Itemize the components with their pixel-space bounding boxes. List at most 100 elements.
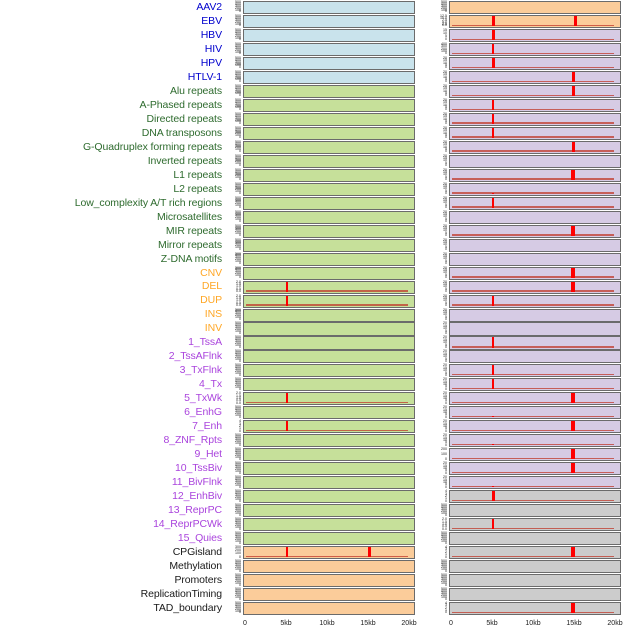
- yaxis-tick-label: 200: [235, 5, 241, 10]
- track-label: 11_BivFlnk: [171, 476, 222, 489]
- right-track-yaxis: 0.0 0.5 1.0 1.5 2.0: [430, 518, 447, 531]
- yaxis-tick-label: 1.0: [236, 298, 241, 303]
- peak-stem: [572, 603, 575, 614]
- yaxis-tick-label: 400: [235, 533, 241, 538]
- yaxis-tick-label: 10: [443, 326, 447, 331]
- left-track-yaxis: 0 100 200 300 400 500: [224, 266, 241, 280]
- yaxis-tick-label: 400: [235, 337, 241, 342]
- peak-bar: [492, 444, 494, 446]
- yaxis-tick-label: 20: [443, 209, 447, 214]
- right-track-panel: [449, 14, 621, 29]
- yaxis-tick-label: 20: [443, 69, 447, 74]
- yaxis-tick-label: 10: [443, 242, 447, 247]
- yaxis-tick-label: 400: [235, 491, 241, 496]
- track-baseline: [452, 443, 614, 446]
- right-track-yaxis: 0 5 10 15 20: [430, 378, 447, 391]
- yaxis-tick-label: 15: [443, 281, 447, 286]
- yaxis-tick-label: 100: [441, 538, 447, 543]
- yaxis-tick-label: 200: [235, 47, 241, 52]
- yaxis-tick-label: 100: [235, 315, 241, 320]
- yaxis-tick-label: 100: [235, 35, 241, 40]
- yaxis-tick-label: 500: [235, 587, 241, 592]
- yaxis-tick-label: 0: [239, 65, 241, 70]
- yaxis-tick-label: 400: [235, 435, 241, 440]
- yaxis-tick-label: 5: [445, 160, 447, 165]
- yaxis-tick-label: 0: [445, 498, 447, 503]
- yaxis-tick-label: 300: [235, 227, 241, 232]
- yaxis-tick-label: 5: [445, 286, 447, 291]
- yaxis-tick-label: 300: [235, 311, 241, 316]
- yaxis-tick-label: 300: [235, 45, 241, 50]
- yaxis-tick-label: 400: [441, 41, 447, 46]
- track-label: Microsatellites: [156, 210, 222, 223]
- right-track-panel: [449, 280, 621, 294]
- yaxis-tick-label: 300: [235, 353, 241, 358]
- right-track-panel: [449, 434, 621, 448]
- right-track-yaxis: 0 5 10 15 20: [430, 182, 447, 196]
- track-baseline: [452, 94, 614, 96]
- track-label: 12_EnhBiv: [172, 490, 222, 503]
- yaxis-tick-label: 15: [443, 156, 447, 161]
- left-track-yaxis: 0 100 200 300 400 500: [224, 125, 241, 140]
- track-baseline: [452, 290, 614, 292]
- track-baseline: [452, 122, 614, 124]
- right-track-panel: [449, 154, 621, 168]
- yaxis-tick-label: 20: [443, 97, 447, 102]
- yaxis-tick-label: 2: [445, 549, 447, 554]
- left-track-panel: [243, 532, 415, 546]
- yaxis-tick-label: 0: [445, 219, 447, 224]
- yaxis-tick-label: 10: [443, 102, 447, 107]
- left-panel-xaxis: 0 5kb 10kb 15kb 20kb: [243, 618, 417, 630]
- right-track-yaxis: 0 5 10 15 20: [430, 476, 447, 489]
- yaxis-tick-label: 400: [235, 463, 241, 468]
- right-track-yaxis: 0 5 10 15 20: [430, 140, 447, 154]
- yaxis-tick-label: 5: [445, 356, 447, 361]
- yaxis-tick-label: 0: [239, 191, 241, 196]
- peak-stem: [286, 547, 288, 558]
- right-track-panel: [449, 196, 621, 210]
- yaxis-tick-label: 0: [239, 540, 241, 545]
- left-track-yaxis: 0 100 200 300 400 500: [224, 504, 241, 517]
- yaxis-tick-label: 0: [445, 51, 447, 56]
- yaxis-tick-label: 0: [445, 247, 447, 252]
- right-track-yaxis: 0 5 10 15 20: [430, 350, 447, 363]
- peak-stem: [492, 197, 494, 208]
- yaxis-tick-label: 200: [235, 229, 241, 234]
- left-track-yaxis: 0 100 200 300 400 500: [224, 112, 241, 126]
- left-track-panel: [243, 364, 415, 378]
- yaxis-tick-label: 100: [441, 566, 447, 571]
- yaxis-tick-label: 500: [441, 503, 447, 508]
- left-track-yaxis: 0 100 200 300 400 500: [224, 252, 241, 266]
- yaxis-tick-label: 200: [235, 257, 241, 262]
- track-label: HTLV-1: [187, 70, 222, 83]
- yaxis-tick-label: 0: [445, 261, 447, 266]
- yaxis-tick-label: 0: [239, 554, 241, 559]
- left-track-panel: [243, 476, 415, 490]
- right-track-panel: [449, 294, 621, 308]
- right-track-yaxis: 0 5 10 15 20: [430, 224, 447, 238]
- peak-stem: [492, 57, 494, 68]
- track-baseline: [246, 555, 408, 558]
- left-track-yaxis: 0 100 200 300 400 500: [224, 196, 241, 210]
- left-track-yaxis: 0 100 200 300 400 500: [224, 573, 241, 587]
- yaxis-tick-label: 2: [445, 605, 447, 610]
- track-baseline: [452, 555, 614, 558]
- yaxis-tick-label: 300: [235, 451, 241, 456]
- yaxis-tick-label: 0.5: [236, 300, 241, 305]
- right-track-panel: [449, 322, 621, 336]
- yaxis-tick-label: 10: [443, 312, 447, 317]
- left-panel-yaxis-column: 0 100 200 300 400 500 0 100 200 300 400 500 0 100 200 3…: [224, 0, 242, 618]
- yaxis-tick-label: 10: [443, 284, 447, 289]
- right-track-yaxis: 0 5 10 15: [430, 28, 447, 42]
- yaxis-tick-label: 500: [235, 517, 241, 522]
- yaxis-tick-label: 0: [445, 233, 447, 238]
- yaxis-tick-label: 300: [235, 199, 241, 204]
- track-label: A-Phased repeats: [139, 98, 223, 111]
- yaxis-tick-label: 10: [443, 60, 447, 65]
- left-track-yaxis: 0 100 200 300: [224, 545, 241, 559]
- peak-stem: [572, 71, 575, 82]
- yaxis-tick-label: 200: [235, 564, 241, 569]
- yaxis-tick-label: 500: [235, 125, 241, 130]
- yaxis-tick-label: 100: [235, 245, 241, 250]
